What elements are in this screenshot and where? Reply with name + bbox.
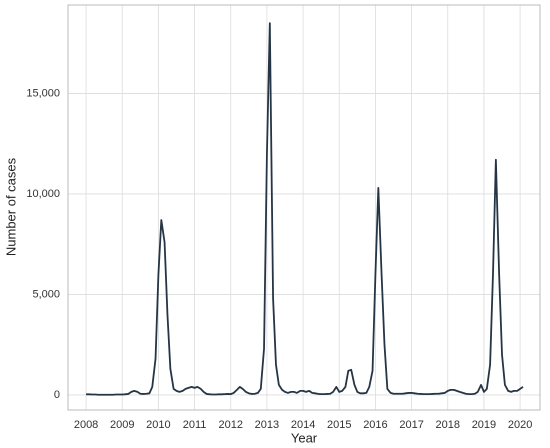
x-axis-title: Year <box>291 430 318 445</box>
y-tick-label: 5,000 <box>32 288 60 300</box>
x-tick-label: 2010 <box>146 419 170 431</box>
x-tick-label: 2018 <box>436 419 460 431</box>
data-line <box>86 22 524 396</box>
x-tick-label: 2009 <box>110 419 134 431</box>
x-tick-label: 2011 <box>183 419 207 431</box>
x-tick-label: 2015 <box>327 419 351 431</box>
plot-border <box>67 4 541 411</box>
y-tick-label: 10,000 <box>26 188 60 200</box>
x-tick-label: 2019 <box>472 419 496 431</box>
x-tick-label: 2008 <box>74 419 98 431</box>
x-tick-label: 2017 <box>399 419 423 431</box>
y-tick-label: 15,000 <box>26 87 60 99</box>
x-tick-label: 2013 <box>255 419 279 431</box>
x-tick-label: 2020 <box>508 419 532 431</box>
x-tick-label: 2012 <box>219 419 243 431</box>
y-tick-label: 0 <box>54 389 60 401</box>
y-axis-title: Number of cases <box>3 157 18 256</box>
x-tick-label: 2014 <box>291 419 315 431</box>
x-tick-label: 2016 <box>363 419 387 431</box>
